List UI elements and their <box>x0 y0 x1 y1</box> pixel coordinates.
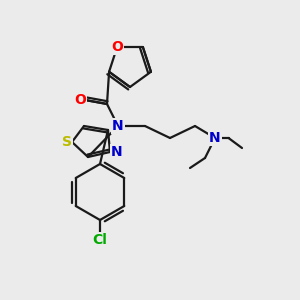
Text: N: N <box>111 145 123 159</box>
Text: S: S <box>62 135 72 149</box>
Text: N: N <box>112 119 124 133</box>
Text: N: N <box>209 131 221 145</box>
Text: O: O <box>74 93 86 107</box>
Text: O: O <box>111 40 123 54</box>
Text: Cl: Cl <box>93 233 107 247</box>
